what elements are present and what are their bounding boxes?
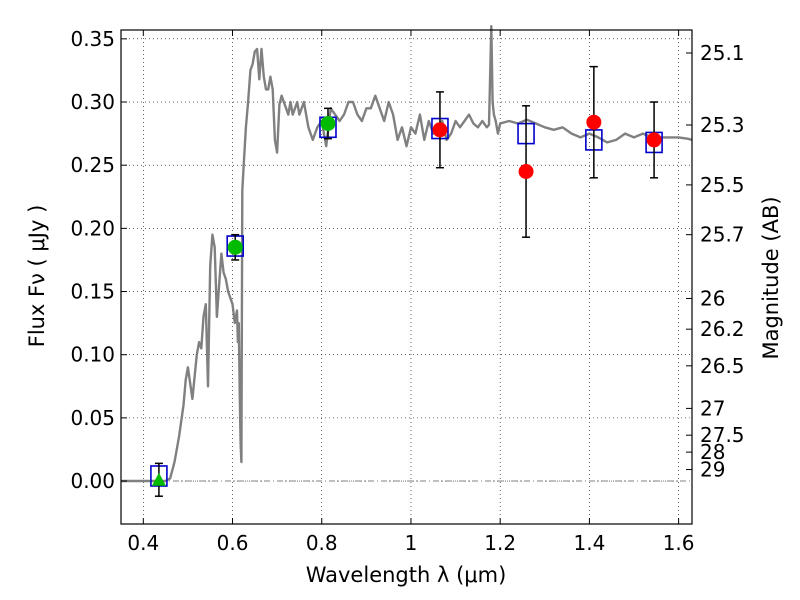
- observed-point-2: [320, 115, 336, 131]
- plot-frame: [120, 29, 693, 525]
- observed-point-3: [432, 122, 448, 138]
- observed-point-6: [646, 132, 662, 148]
- x-tick-label-3: 1: [405, 531, 418, 555]
- mag-tick-label-8: 27.5: [700, 423, 745, 447]
- mag-tick-label-1: 25.3: [700, 113, 745, 137]
- mag-tick-label-6: 26.5: [700, 354, 745, 378]
- x-tick-label-5: 1.4: [573, 531, 605, 555]
- plot-area: [121, 25, 693, 497]
- y-axis-label: Flux Fν ( μJy ): [25, 205, 49, 348]
- y-tick-label-7: 0.35: [70, 27, 115, 51]
- model-spectrum-line: [121, 25, 693, 483]
- mag-tick-label-3: 25.7: [700, 223, 745, 247]
- mag-tick-label-0: 25.1: [700, 41, 745, 65]
- mag-tick-label-7: 27: [700, 396, 725, 420]
- right-axis-label: Magnitude (AB): [759, 196, 783, 359]
- grid-lines: [121, 30, 692, 524]
- y-tick-label-3: 0.15: [70, 280, 115, 304]
- y-tick-label-0: 0.00: [70, 469, 115, 493]
- x-axis-label: Wavelength λ (μm): [306, 563, 507, 587]
- y-tick-label-4: 0.20: [70, 216, 115, 240]
- y-tick-label-1: 0.05: [70, 406, 115, 430]
- mag-tick-label-4: 26: [700, 286, 725, 310]
- x-tick-label-2: 0.8: [306, 531, 338, 555]
- observed-point-1: [227, 239, 243, 255]
- y-tick-label-2: 0.10: [70, 343, 115, 367]
- x-tick-label-1: 0.6: [217, 531, 249, 555]
- mag-tick-label-2: 25.5: [700, 173, 745, 197]
- mag-tick-label-9: 28: [700, 440, 725, 464]
- y-tick-label-6: 0.30: [70, 90, 115, 114]
- observed-upper-limit-0: [151, 472, 166, 486]
- mag-tick-label-5: 26.2: [700, 317, 745, 341]
- observed-point-4: [518, 164, 534, 180]
- x-tick-label-6: 1.6: [663, 531, 695, 555]
- x-tick-label-4: 1.2: [484, 531, 516, 555]
- mag-tick-label-10: 29: [700, 458, 725, 482]
- y-tick-label-5: 0.25: [70, 153, 115, 177]
- observed-point-5: [586, 114, 602, 130]
- x-tick-label-0: 0.4: [127, 531, 159, 555]
- axis-ticks: 0.4 0.6 0.8 1 1.2 1.4 1.6 0.00 0.05 0.10 0.15 0.20 0…: [70, 27, 744, 555]
